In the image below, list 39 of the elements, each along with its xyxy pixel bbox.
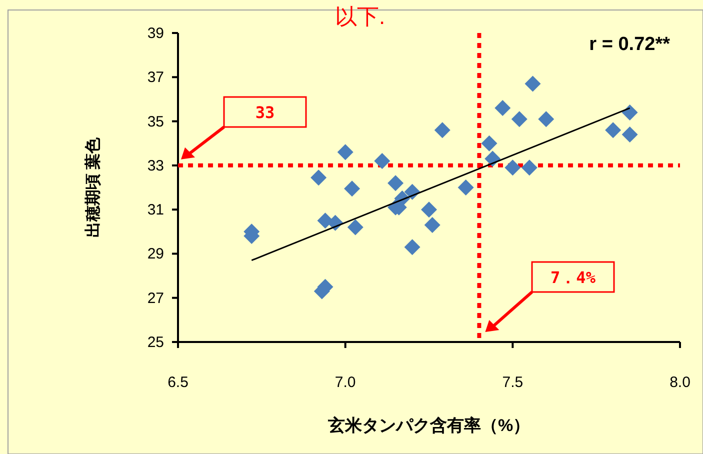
y-tick-label: 37 (147, 69, 164, 86)
point (404, 239, 420, 256)
point (622, 104, 638, 120)
y-axis-title: 出穂期頃 葉色 (84, 136, 102, 238)
y-tick-label: 33 (147, 157, 164, 174)
x-tick-label: 7.5 (502, 374, 524, 391)
annotation: r = 0.72** (589, 34, 671, 55)
x-tick-label: 7.0 (334, 374, 356, 391)
point (310, 170, 327, 186)
y-tick-label: 39 (147, 25, 164, 42)
point (511, 111, 528, 128)
point (458, 180, 474, 196)
point (605, 122, 622, 138)
point (481, 135, 498, 152)
point (344, 180, 360, 197)
x-axis-title: 玄米タンパク含有率（%） (326, 416, 530, 435)
point (622, 126, 638, 143)
x-tick-label: 6.5 (168, 374, 188, 391)
ref-line-label: 33 (255, 103, 275, 122)
point (504, 160, 521, 176)
point (337, 144, 354, 160)
point (538, 111, 554, 128)
y-tick-label: 31 (147, 202, 164, 219)
y-tick-label: 25 (147, 334, 164, 351)
point (421, 202, 437, 218)
point (494, 100, 511, 116)
point (524, 76, 541, 92)
y-tick-label: 35 (147, 113, 164, 130)
y-tick-label: 29 (147, 246, 164, 263)
ref-line-label: 7．4% (550, 268, 596, 287)
point (388, 175, 404, 192)
point (374, 153, 390, 170)
point (434, 122, 450, 138)
y-tick-label: 27 (147, 290, 164, 307)
point (521, 160, 538, 176)
x-tick-label: 8.0 (670, 374, 690, 391)
text: 以下. (334, 4, 386, 29)
point (347, 219, 364, 236)
point (424, 217, 440, 234)
